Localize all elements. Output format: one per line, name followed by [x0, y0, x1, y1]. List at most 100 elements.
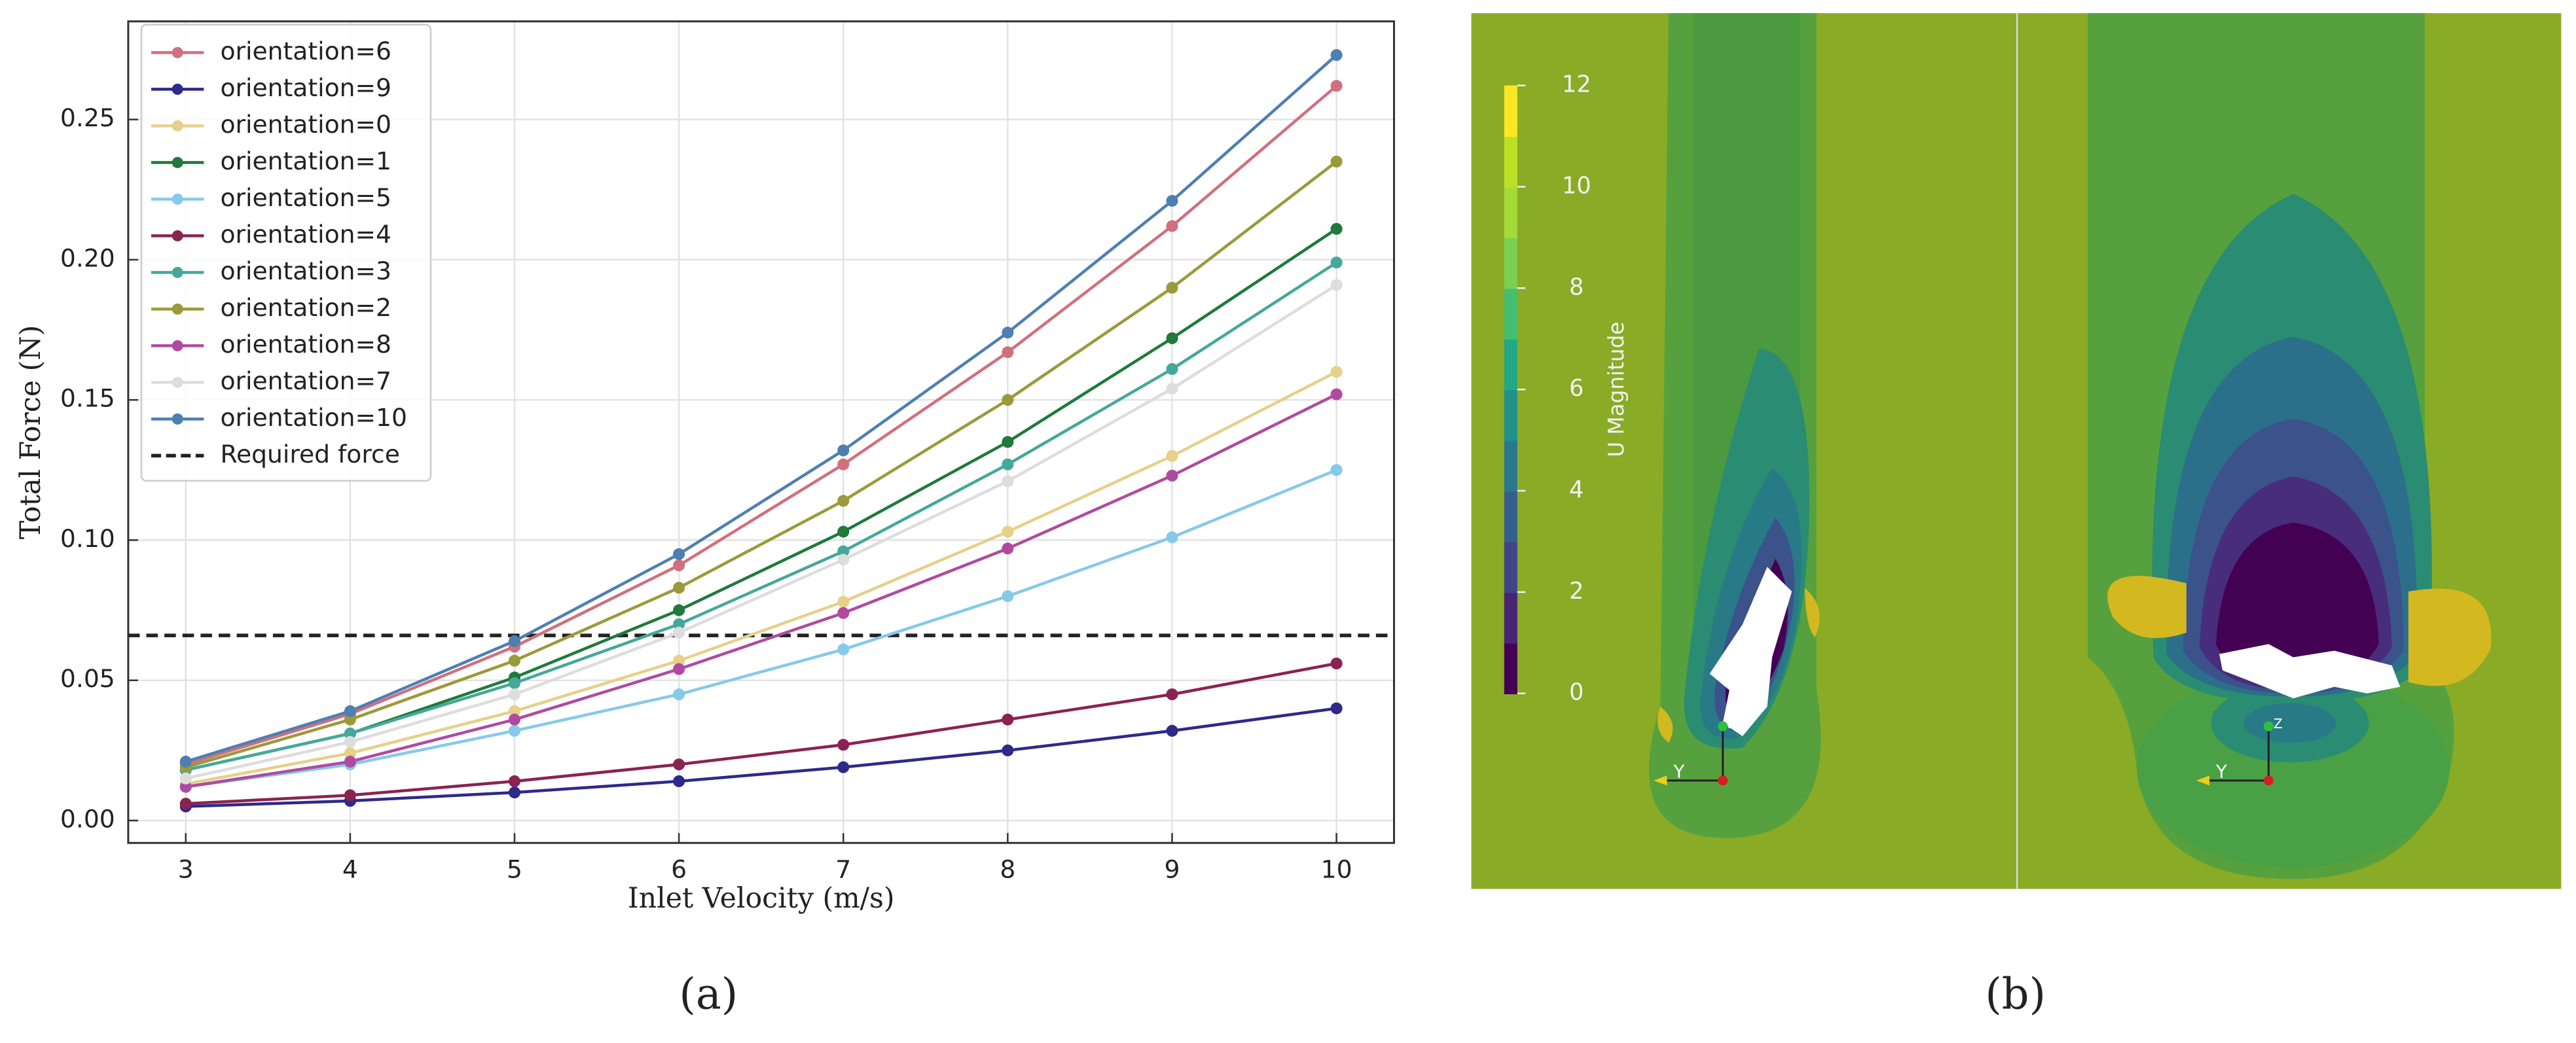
x-tick-label: 9: [1164, 855, 1180, 883]
y-tick-label: 0.25: [60, 103, 115, 132]
colorbar-tick-label: 0: [1569, 679, 1584, 706]
point: [1166, 194, 1178, 207]
legend-marker: [172, 266, 183, 278]
point: [673, 663, 685, 675]
point: [1330, 388, 1343, 400]
point: [1002, 713, 1014, 726]
point: [1330, 464, 1343, 476]
obstacle: [2219, 644, 2401, 699]
point: [1166, 531, 1178, 544]
point: [508, 713, 521, 726]
point: [1330, 155, 1343, 168]
colorbar-band: [1504, 338, 1517, 391]
point: [344, 755, 356, 768]
series-line: [185, 261, 1337, 772]
legend-label: orientation=1: [220, 147, 391, 175]
panel-label: (a): [679, 969, 738, 1019]
legend-marker: [172, 120, 183, 132]
axis-triad-label: Y: [2215, 760, 2227, 782]
point: [508, 705, 521, 717]
point: [1002, 744, 1014, 756]
legend-label: orientation=5: [220, 183, 391, 212]
colorbar-band: [1504, 541, 1517, 593]
point: [1002, 458, 1014, 470]
point: [1002, 475, 1014, 487]
point: [1330, 80, 1343, 92]
point: [179, 755, 192, 768]
point: [344, 713, 356, 726]
y-tick-label: 0.05: [60, 664, 115, 693]
point: [1330, 366, 1343, 378]
legend-marker: [172, 156, 183, 168]
colorbar-label: U Magnitude: [1604, 322, 1629, 457]
colorbar-tick-label: 2: [1569, 578, 1584, 605]
legend-label: orientation=6: [220, 37, 391, 65]
contour-region: [2107, 576, 2186, 639]
colorbar-band: [1504, 440, 1517, 492]
obstacle: [1709, 567, 1792, 737]
legend-label: Required force: [220, 440, 399, 468]
point: [837, 525, 850, 538]
point: [179, 772, 192, 785]
legend-label: orientation=0: [220, 110, 391, 139]
point: [508, 775, 521, 788]
x-tick-label: 4: [342, 855, 358, 883]
point: [179, 798, 192, 810]
point: [673, 758, 685, 771]
contour-region: [2216, 522, 2379, 687]
point: [673, 604, 685, 616]
point: [1166, 450, 1178, 462]
point: [1330, 256, 1343, 269]
point: [1002, 590, 1014, 603]
point: [1166, 362, 1178, 376]
point: [673, 582, 685, 594]
point: [1166, 724, 1178, 737]
point: [344, 789, 356, 802]
contour-region: [1658, 706, 1673, 743]
point: [673, 654, 685, 667]
colorbar: 0 2 4 6 8 10 12: [1504, 71, 1591, 706]
legend-label: orientation=2: [220, 293, 391, 322]
legend-marker: [172, 46, 183, 58]
colorbar-band: [1504, 389, 1517, 441]
point: [837, 761, 850, 773]
colorbar-band: [1504, 491, 1517, 542]
x-tick-label: 10: [1321, 855, 1352, 883]
legend-label: orientation=3: [220, 256, 391, 285]
legend-marker: [172, 83, 183, 95]
point: [1002, 436, 1014, 448]
x-tick-label: 7: [835, 855, 851, 883]
x-tick-label: 3: [178, 855, 194, 883]
point: [1330, 657, 1343, 670]
point: [1330, 49, 1343, 62]
x-tick-label: 8: [1000, 855, 1015, 883]
point: [673, 688, 685, 701]
point: [344, 728, 356, 740]
point: [1330, 222, 1343, 235]
y-tick-label: 0.20: [60, 243, 115, 272]
contour-region: [2408, 588, 2492, 686]
point: [673, 626, 685, 639]
point: [344, 735, 356, 749]
legend-marker: [172, 413, 183, 425]
panel-label: (b): [1985, 969, 2046, 1019]
point: [837, 607, 850, 619]
point: [673, 548, 685, 560]
colorbar-tick-label: 10: [1562, 172, 1591, 199]
point: [1166, 688, 1178, 701]
legend-marker: [172, 376, 183, 388]
point: [837, 444, 850, 457]
point: [673, 559, 685, 572]
line-chart: 0.00 0.05 0.10 0.15 0.20 0.25 3 4 5 6 7 8 9 10 orienta…: [60, 20, 1395, 883]
colorbar-band: [1504, 288, 1517, 340]
series-line: [185, 84, 1338, 766]
y-tick-label: 0.00: [60, 804, 115, 833]
contour-images: Y Z Y Z 0 2 4 6 8 10 12 U Magnitude: [1471, 13, 2562, 889]
legend-marker: [172, 193, 183, 205]
point: [508, 688, 521, 701]
series-line: [185, 54, 1338, 764]
point: [1002, 525, 1014, 538]
y-tick-label: 0.10: [60, 524, 115, 553]
point: [1002, 327, 1014, 339]
